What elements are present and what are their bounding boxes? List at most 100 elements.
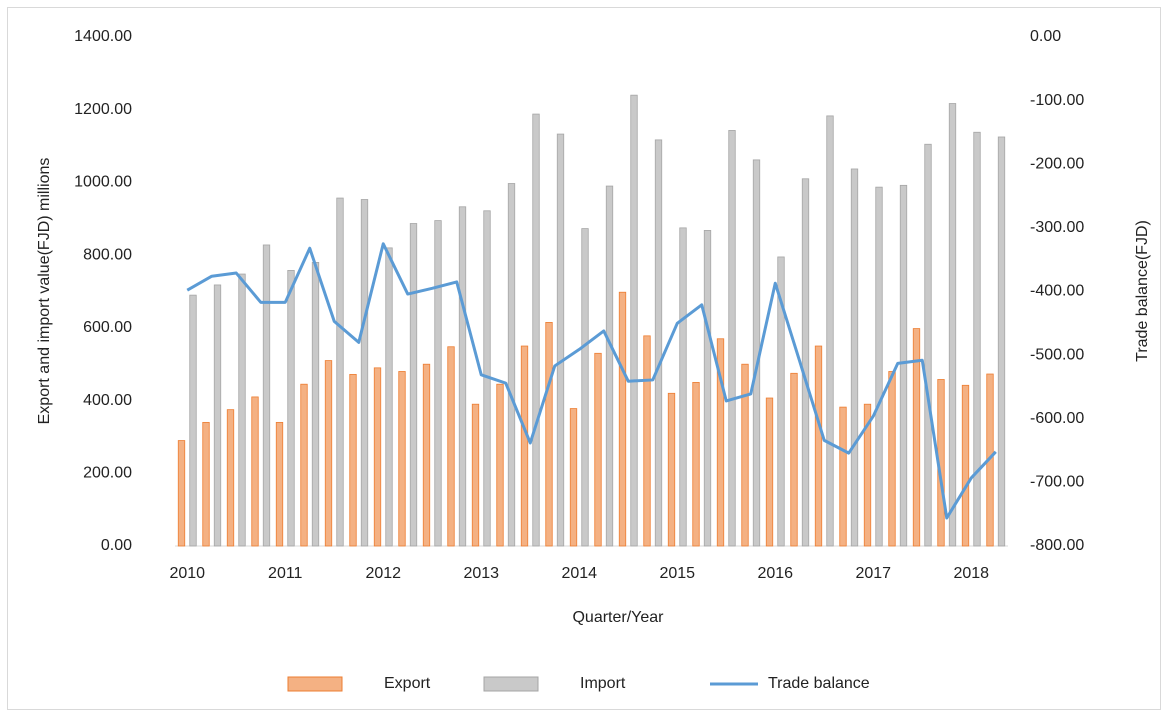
- x-tick-label: 2013: [463, 565, 499, 582]
- y2-tick-label: -200.00: [1030, 155, 1084, 172]
- y-tick-label: 600.00: [83, 319, 132, 336]
- bar: [336, 197, 344, 547]
- bar: [924, 143, 932, 547]
- bar: [899, 184, 908, 547]
- legend-label: Trade balance: [768, 675, 870, 692]
- bar: [422, 363, 431, 547]
- bar: [275, 421, 284, 547]
- bar: [875, 186, 883, 547]
- bar: [703, 230, 712, 547]
- bar: [630, 94, 638, 547]
- bar: [202, 421, 210, 547]
- bar: [716, 338, 725, 547]
- y-tick-label: 1400.00: [74, 28, 132, 45]
- bar: [409, 223, 418, 547]
- bar: [692, 381, 700, 547]
- x-tick-label: 2012: [365, 565, 401, 582]
- bar: [850, 168, 859, 547]
- bar: [679, 227, 687, 547]
- bar: [814, 345, 823, 547]
- x-tick-label: 2018: [953, 565, 989, 582]
- bar: [997, 136, 1006, 547]
- bar: [251, 396, 259, 547]
- y2-tick-label: 0.00: [1030, 28, 1061, 45]
- y2-tick-label: -100.00: [1030, 92, 1084, 109]
- bar: [643, 335, 651, 547]
- bar: [961, 384, 970, 547]
- x-tick-label: 2017: [855, 565, 891, 582]
- bar: [826, 115, 834, 547]
- bar: [213, 284, 222, 547]
- legend-label: Import: [580, 675, 626, 692]
- bar: [556, 133, 565, 547]
- y-tick-label: 0.00: [101, 537, 132, 554]
- x-tick-label: 2014: [561, 565, 597, 582]
- bar: [839, 406, 847, 547]
- bar: [324, 360, 333, 547]
- bar: [605, 185, 614, 547]
- bar: [287, 270, 295, 547]
- bar: [177, 440, 186, 547]
- bar: [863, 403, 872, 547]
- bar: [741, 363, 749, 547]
- bar: [349, 373, 357, 547]
- legend-swatch: [287, 676, 343, 692]
- bar: [581, 228, 589, 547]
- line: [186, 242, 997, 520]
- bar: [398, 371, 406, 547]
- bar: [520, 345, 529, 547]
- bar: [790, 372, 798, 547]
- bar: [654, 139, 663, 547]
- y2-tick-label: -700.00: [1030, 474, 1084, 491]
- bar: [912, 328, 921, 547]
- y2-tick-label: -500.00: [1030, 346, 1084, 363]
- bar: [434, 220, 442, 547]
- x-tick-label: 2015: [659, 565, 695, 582]
- bar: [226, 409, 235, 547]
- bar: [471, 403, 480, 547]
- bar: [765, 397, 774, 547]
- bar: [300, 383, 308, 547]
- y-tick-label: 1200.00: [74, 101, 132, 118]
- bar: [458, 206, 467, 547]
- bar: [801, 178, 810, 547]
- bar: [667, 392, 676, 547]
- bar: [532, 113, 540, 547]
- bar: [888, 371, 896, 547]
- x-tick-label: 2011: [268, 565, 303, 582]
- y2-tick-label: -400.00: [1030, 283, 1084, 300]
- y-tick-label: 1000.00: [74, 174, 132, 191]
- bar: [569, 408, 578, 547]
- legend-swatch: [483, 676, 539, 692]
- legend-label: Export: [384, 675, 431, 692]
- bar: [618, 291, 627, 547]
- bar: [385, 247, 393, 547]
- x-axis-title: Quarter/Year: [572, 609, 664, 626]
- bar: [311, 262, 320, 547]
- y2-tick-label: -300.00: [1030, 219, 1084, 236]
- y-tick-label: 400.00: [83, 392, 132, 409]
- bar: [189, 294, 197, 547]
- bar: [238, 273, 246, 547]
- y-tick-label: 800.00: [83, 246, 132, 263]
- bar: [496, 383, 504, 547]
- y2-axis-title: Trade balance(FJD): [1134, 220, 1151, 362]
- bar: [728, 130, 736, 547]
- bar: [948, 103, 957, 547]
- bar: [973, 131, 981, 547]
- bar: [777, 256, 785, 547]
- bar: [360, 199, 369, 547]
- bar: [447, 346, 455, 547]
- bar: [594, 352, 602, 547]
- bar: [373, 367, 382, 547]
- y-tick-label: 200.00: [83, 465, 132, 482]
- bar: [262, 244, 271, 547]
- y-axis-title: Export and import value(FJD) millions: [36, 158, 53, 425]
- x-tick-label: 2010: [169, 565, 205, 582]
- bar: [507, 183, 516, 547]
- y2-tick-label: -600.00: [1030, 410, 1084, 427]
- y2-tick-label: -800.00: [1030, 537, 1084, 554]
- x-tick-label: 2016: [757, 565, 793, 582]
- bar: [545, 322, 553, 547]
